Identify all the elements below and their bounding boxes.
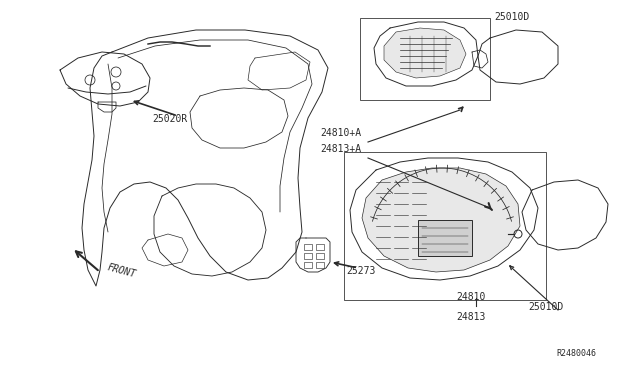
Bar (304, 244, 312, 250)
Text: 25010D: 25010D (494, 12, 529, 22)
Bar (344, 152, 546, 300)
Bar (316, 244, 324, 250)
Text: 25010D: 25010D (528, 302, 563, 312)
Text: 24813+A: 24813+A (320, 144, 361, 154)
Polygon shape (362, 168, 520, 272)
Text: 24810+A: 24810+A (320, 128, 361, 138)
Text: 24813: 24813 (456, 312, 485, 322)
Polygon shape (384, 28, 466, 78)
Bar (304, 253, 312, 259)
Bar (304, 262, 312, 268)
Text: FRONT: FRONT (106, 263, 137, 280)
Text: 24810: 24810 (456, 292, 485, 302)
Bar (418, 220, 472, 256)
Text: 25020R: 25020R (152, 114, 188, 124)
Text: 25273: 25273 (346, 266, 376, 276)
Bar (316, 262, 324, 268)
Text: R2480046: R2480046 (556, 349, 596, 358)
Bar (360, 18, 490, 100)
Bar (316, 253, 324, 259)
